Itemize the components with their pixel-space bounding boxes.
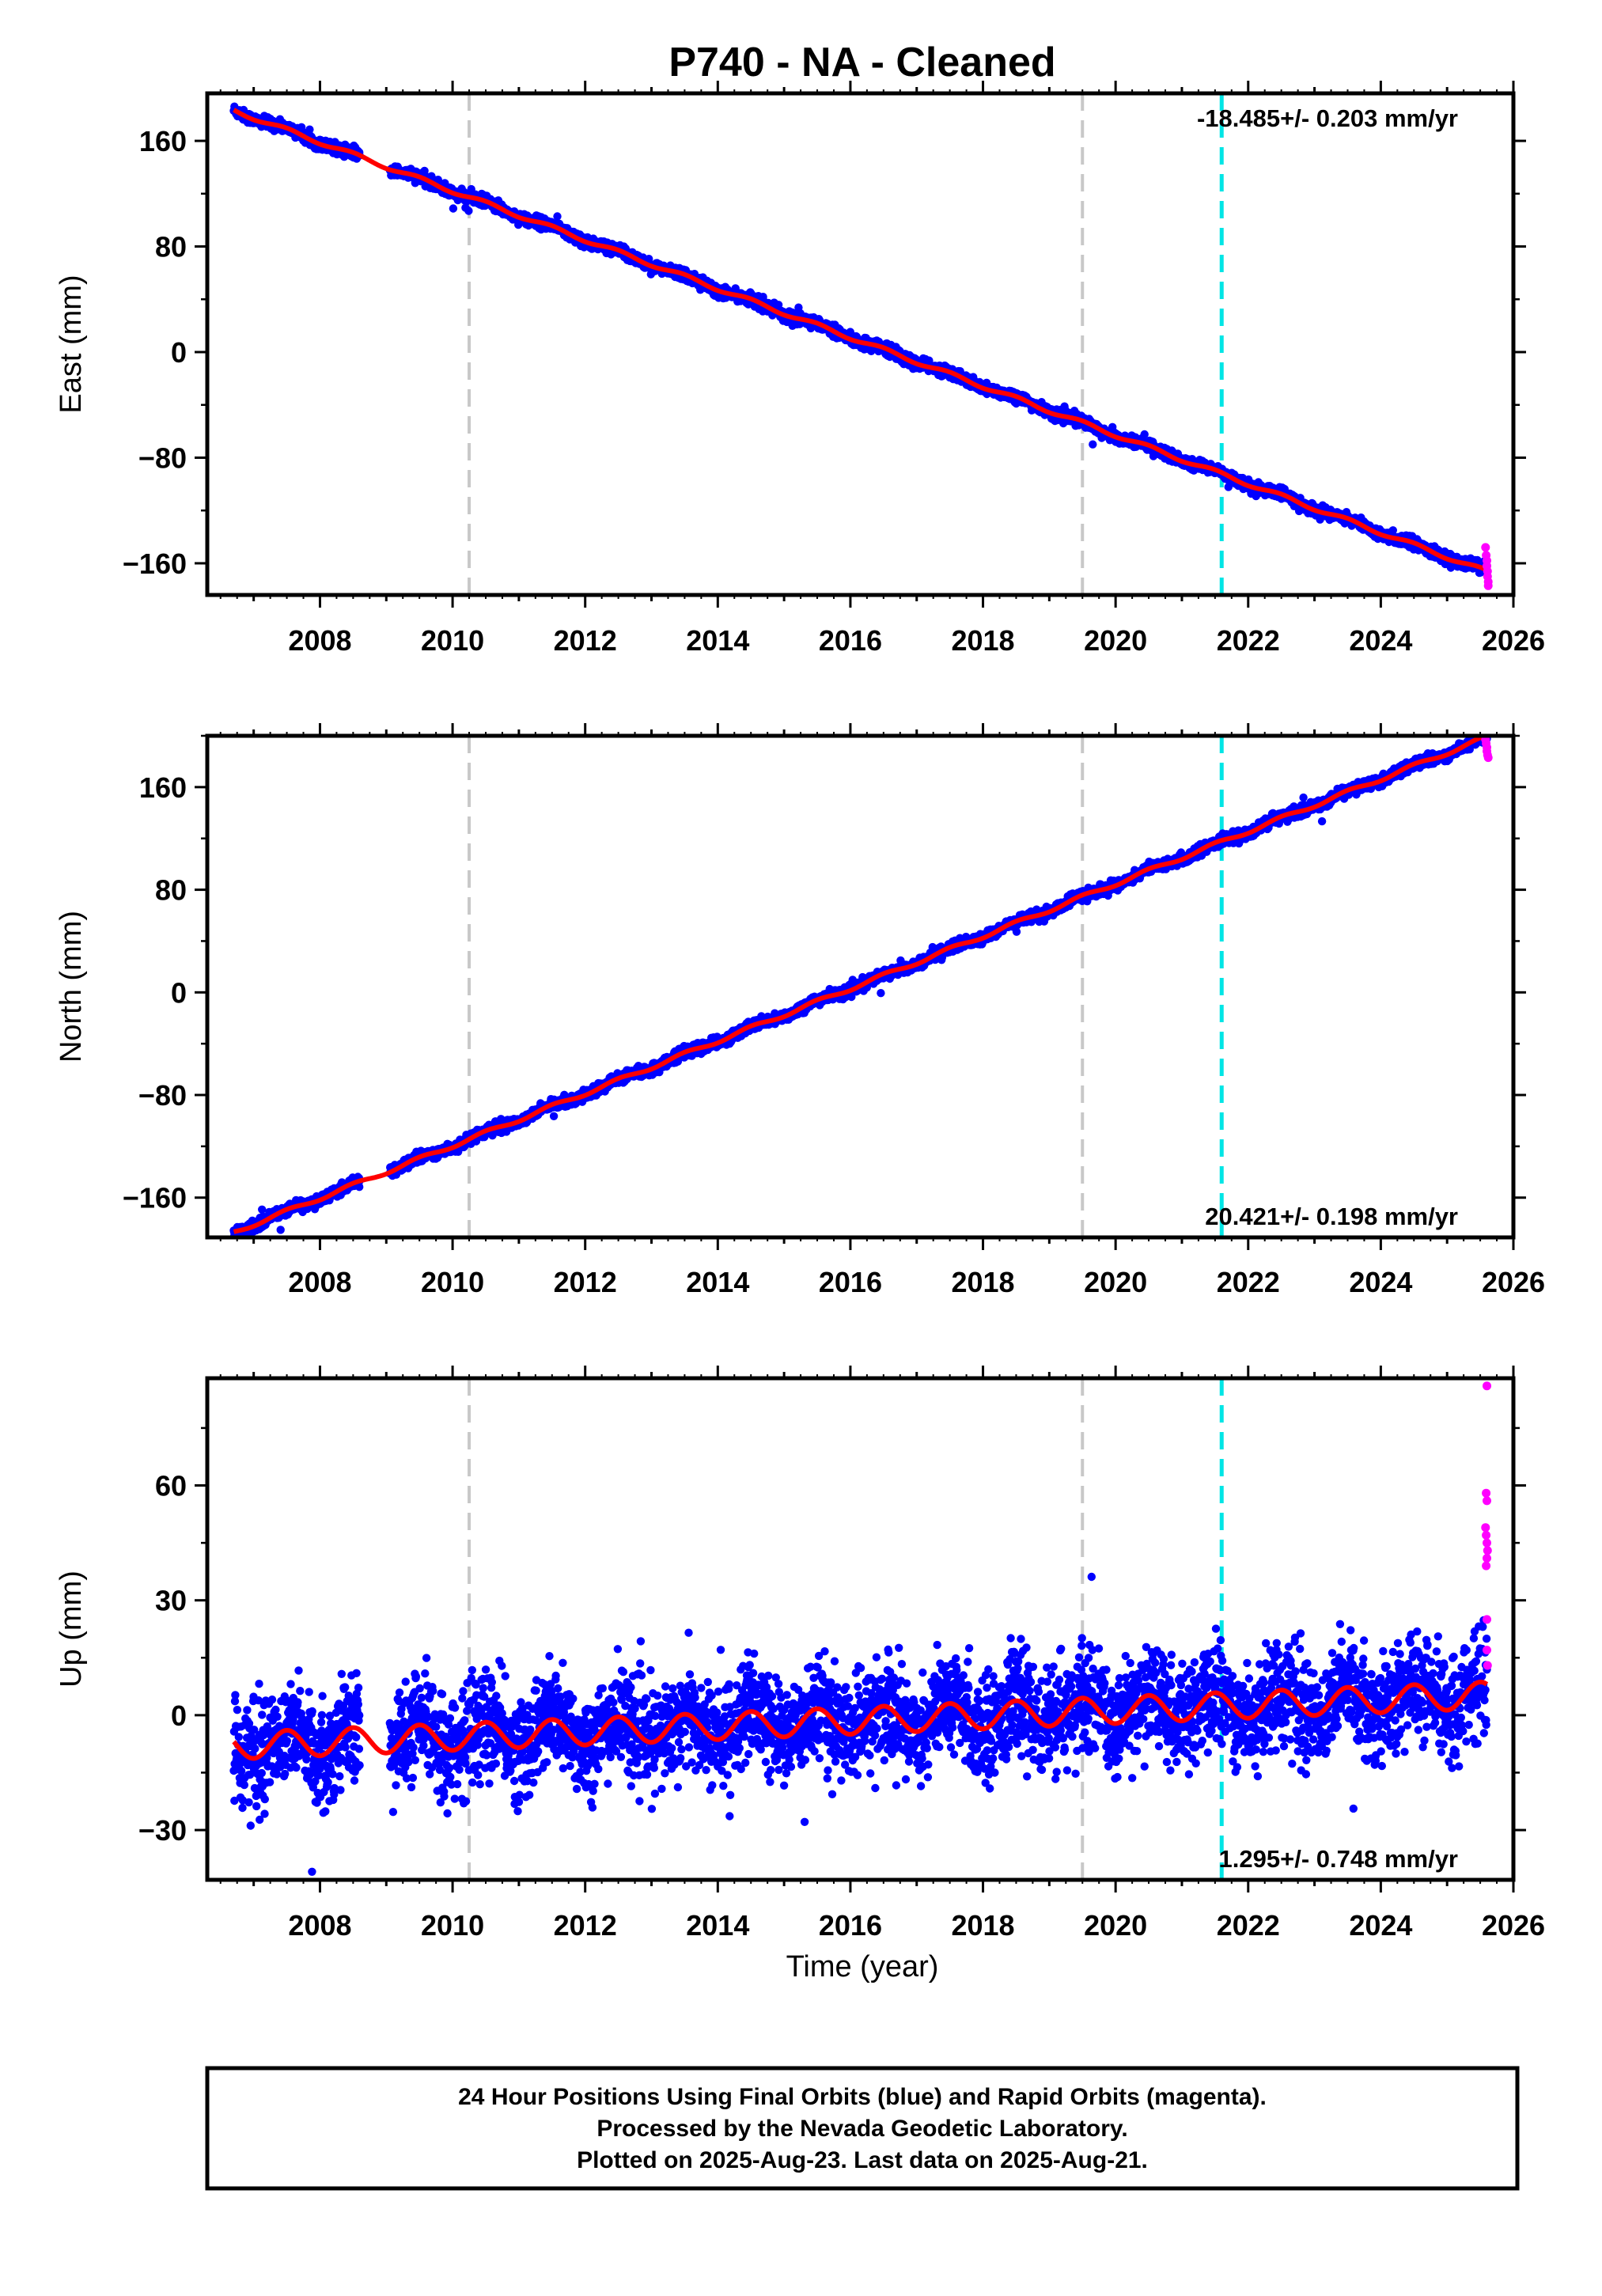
rapid-orbits-points [1481, 543, 1493, 590]
x-tick-label: 2012 [554, 624, 617, 657]
y-tick-label: 160 [139, 125, 187, 157]
panels: 2008 2010 2012 2014 2016 2018 2020 2022 2024 2026… [55, 81, 1545, 1942]
x-tick-label: 2024 [1349, 624, 1412, 657]
plot-area [229, 736, 1491, 1237]
x-tick-label: 2016 [819, 624, 882, 657]
x-tick-label: 2010 [421, 624, 484, 657]
final-orbit-point [553, 212, 562, 221]
final-orbit-point [464, 206, 473, 215]
panel-1: 2008 2010 2012 2014 2016 2018 2020 2022 2024 2026… [55, 81, 1545, 657]
panel-2: 2008 2010 2012 2014 2016 2018 2020 2022 2024 2026… [55, 723, 1545, 1298]
y-axis-label: East (mm) [55, 275, 88, 413]
final-orbit-point [258, 1205, 267, 1214]
figure-title: P740 - NA - Cleaned [668, 40, 1055, 85]
plot-area [229, 93, 1491, 595]
x-tick-label: 2020 [1084, 624, 1147, 657]
y-tick-label: −160 [123, 547, 187, 580]
model-fit-line [233, 108, 1488, 573]
final-orbit-point [1089, 440, 1097, 449]
final-orbit-point [449, 204, 458, 213]
final-orbit-point [276, 1226, 285, 1234]
y-tick-label: 0 [171, 336, 187, 369]
y-tick-label: −80 [138, 441, 187, 474]
rapid-orbit-point [1483, 581, 1493, 590]
velocity-rate-label: -18.485+/- 0.203 mm/yr [1197, 104, 1458, 132]
final-orbit-point [305, 125, 314, 134]
x-tick-label: 2026 [1482, 624, 1545, 657]
x-tick-label: 2014 [686, 624, 749, 657]
rapid-orbit-point [1481, 543, 1490, 552]
x-tick-label: 2018 [951, 624, 1014, 657]
x-tick-label: 2022 [1217, 624, 1280, 657]
y-tick-label: 80 [155, 231, 187, 263]
x-tick-label: 2008 [288, 624, 351, 657]
final-orbit-point [434, 176, 442, 184]
x-axis: 2008 2010 2012 2014 2016 2018 2020 2022 2024 2026 [219, 81, 1545, 657]
